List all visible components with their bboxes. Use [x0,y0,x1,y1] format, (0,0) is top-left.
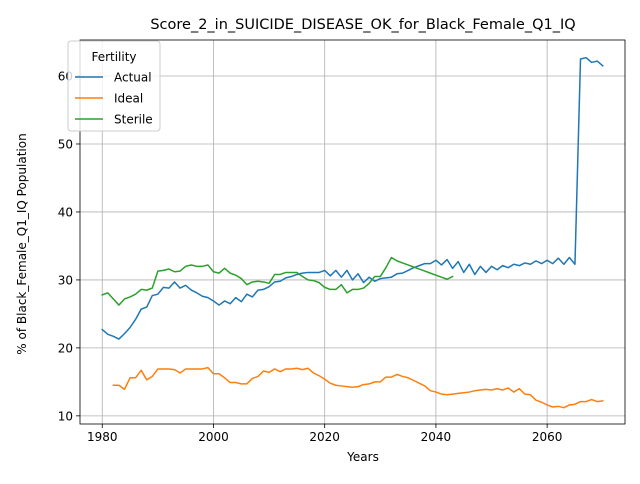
legend-label-actual: Actual [114,71,152,85]
legend-box [67,40,161,132]
legend-label-sterile: Sterile [114,113,153,127]
x-tick-label: 2020 [309,430,340,444]
y-tick-label: 10 [58,409,73,423]
x-tick-label: 2060 [532,430,563,444]
y-axis-label: % of Black_Female_Q1_IQ Population [15,133,29,354]
x-tick-label: 1980 [87,430,118,444]
series-lines [101,56,604,409]
legend-entries: Actual Ideal Sterile [75,71,153,127]
legend: Fertility Actual Ideal Sterile [67,40,161,132]
y-tick-label: 50 [58,137,73,151]
grid [80,40,625,424]
y-tick-label: 20 [58,341,73,355]
y-tick-label: 30 [58,273,73,287]
x-axis-label: Years [346,450,379,464]
y-tick-label: 40 [58,205,73,219]
x-axis-ticks: 1980 2000 2020 2040 2060 [87,424,562,444]
x-tick-label: 2040 [421,430,452,444]
legend-title: Fertility [91,50,136,64]
series-line-sterile [101,256,454,306]
legend-label-ideal: Ideal [114,92,143,106]
plot-frame [79,39,626,425]
series-line-actual [101,56,604,340]
series-line-ideal [112,366,604,409]
chart-title: Score_2_in_SUICIDE_DISEASE_OK_for_Black_… [150,17,575,33]
x-tick-label: 2000 [198,430,229,444]
